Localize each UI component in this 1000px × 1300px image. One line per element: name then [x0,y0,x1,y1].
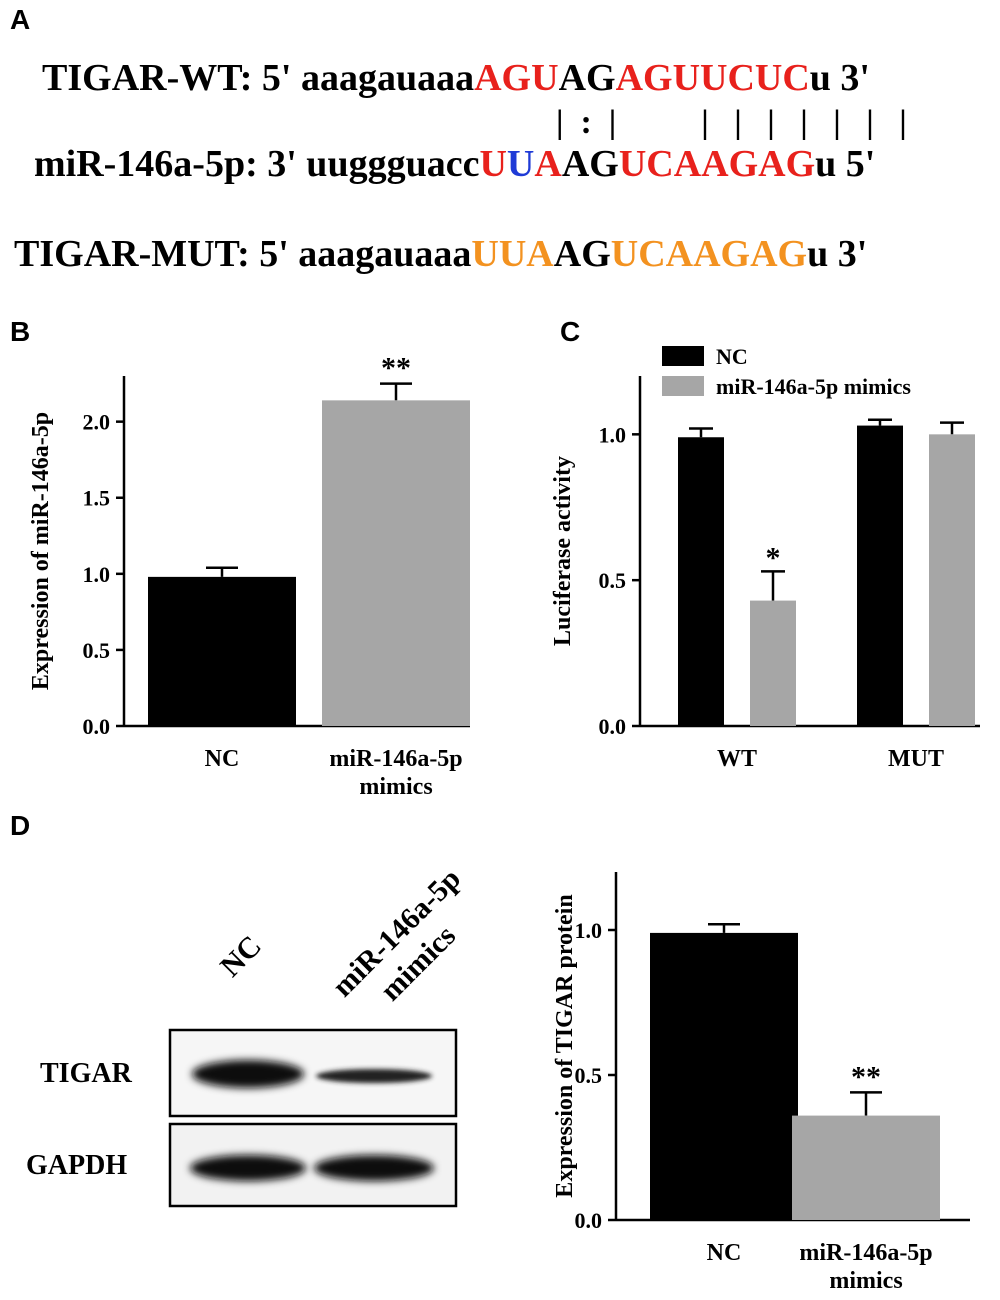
x-tick-label: mimics [829,1268,902,1294]
tigar-wt-segment: U [531,57,559,99]
tigar-mut-segment: UUA [471,233,554,275]
y-tick-label: 0.5 [575,1063,603,1088]
y-tick-label: 0.5 [83,638,111,663]
chart-b: 0.0 0.5 1.0 1.5 2.0 Expression of miR-146a-5p… [28,352,470,800]
band-tigar-nc [192,1060,304,1088]
tigar-mut-segment: AG [553,233,611,275]
bar-mir-146a-5p-significance: ** [381,352,411,385]
panel-letter-c: C [560,316,581,347]
band-gapdh-nc [190,1155,306,1181]
tigar-wt-segment: TIGAR-WT: 5' aaagauaaa [42,57,475,99]
bar-wt-nc [678,437,724,726]
x-tick-label: NC [205,746,240,772]
x-tick-label: miR-146a-5p [799,1240,932,1266]
mir-146a-5p-segment: u 5' [815,143,876,185]
western-blot: NC miR-146a-5p mimics TIGAR GAPDH [0,840,520,1220]
bar-mir-146a-5p [792,1115,940,1220]
legend-swatch-1 [662,376,704,396]
mir-146a-5p-segment: UCAAGAG [618,143,816,185]
base-pairing-marks: | : | | | | | | | | [556,104,907,141]
x-tick-label: NC [707,1240,742,1266]
sequence-tigar-wt: TIGAR-WT: 5' aaagauaaaAGUAGAGUUCUCu 3' [42,56,870,100]
x-tick-label: mimics [359,774,432,800]
lane-label-nc: NC [213,929,268,984]
tigar-mut-segment: u 3' [807,233,868,275]
band-tigar-mimics [316,1069,432,1083]
bar-mut-nc [857,425,903,726]
sequence-tigar-mut: TIGAR-MUT: 5' aaagauaaaUUAAGUCAAGAGu 3' [14,232,867,276]
chart-c: 0.0 0.5 1.0 Luciferase activity * WT MUT NC miR-… [550,344,980,772]
tigar-mut-segment: UCAAGAG [610,233,808,275]
legend-label-1: miR-146a-5p mimics [716,374,911,399]
sequence-mir-146a-5p: miR-146a-5p: 3' uuggguaccUUAAGUCAAGAGu 5… [34,142,875,186]
bar-wt-mimics [750,600,796,726]
bar-nc [650,932,798,1220]
panel-letter-a: A [10,4,31,35]
x-tick-label: miR-146a-5p [329,746,462,772]
y-axis-label: Luciferase activity [550,456,576,646]
bar-mir-146a-5p [322,400,470,726]
y-tick-label: 1.0 [83,562,111,587]
y-tick-label: 1.0 [575,918,603,943]
x-tick-label: MUT [888,746,944,772]
tigar-wt-segment: AG [474,57,532,99]
mir-146a-5p-segment: AG [561,143,619,185]
y-tick-label: 0.0 [599,714,627,739]
mir-146a-5p-segment: miR-146a-5p: 3' uuggguacc [34,143,480,185]
bar-mir-146a-5p-significance: ** [851,1060,881,1093]
blot-membranes [168,1028,458,1208]
y-tick-label: 1.5 [83,486,111,511]
bar-mut-mimics [929,434,975,726]
y-axis-label: Expression of TIGAR protein [552,894,578,1197]
mir-146a-5p-segment: A [534,143,562,185]
x-tick-label: WT [717,746,757,772]
tigar-wt-segment: AGUUCUC [615,57,810,99]
bar-wt-mimics-significance: * [766,541,781,574]
blot-row-label-gapdh: GAPDH [26,1150,128,1181]
mir-146a-5p-segment: U [506,143,535,185]
legend-label-0: NC [716,344,748,369]
y-axis-label: Expression of miR-146a-5p [28,412,54,690]
tigar-wt-segment: AG [558,57,616,99]
mir-146a-5p-segment: U [479,143,507,185]
bar-nc [148,576,296,726]
y-tick-label: 2.0 [83,410,111,435]
panel-letter-d: D [10,810,31,841]
y-tick-label: 0.0 [83,714,111,739]
blot-row-label-tigar: TIGAR [40,1058,132,1089]
tigar-wt-segment: u 3' [809,57,870,99]
tigar-mut-segment: TIGAR-MUT: 5' aaagauaaa [14,233,472,275]
y-tick-label: 1.0 [599,422,627,447]
band-gapdh-mimics [314,1155,434,1181]
panel-letter-b: B [10,316,31,347]
y-tick-label: 0.5 [599,568,627,593]
legend-swatch-0 [662,346,704,366]
y-tick-label: 0.0 [575,1208,603,1233]
